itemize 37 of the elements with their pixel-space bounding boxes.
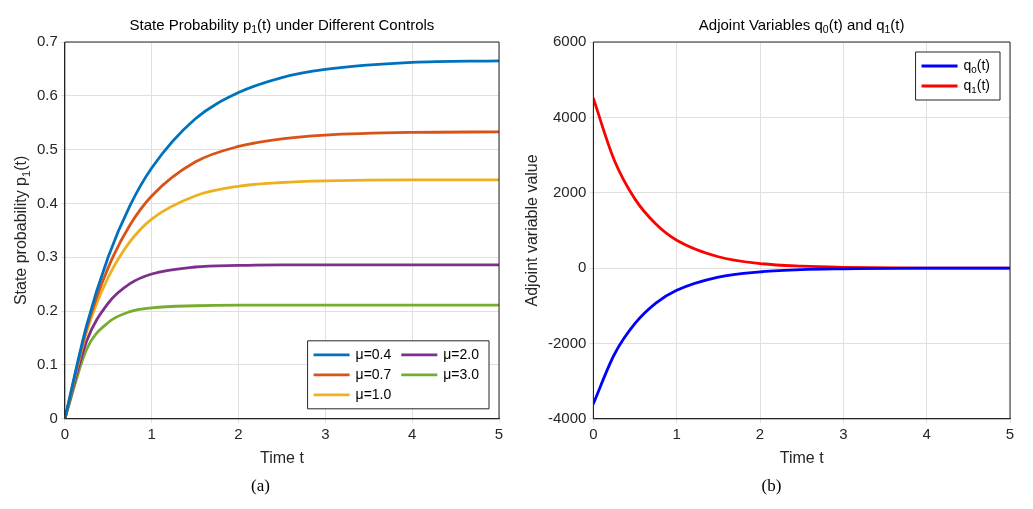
- x-axis-title: Time t: [260, 448, 305, 466]
- x-tick-label: 0: [60, 424, 70, 442]
- y-axis-title: State probability p1(t): [12, 155, 32, 306]
- legend-label: μ=2.0: [443, 345, 480, 362]
- y-tick-label: 0.1: [36, 355, 58, 373]
- legend-label: μ=3.0: [443, 365, 480, 382]
- x-tick-label: 5: [494, 424, 504, 442]
- x-tick-label: 3: [839, 424, 848, 442]
- y-tick-label: 0.5: [36, 139, 58, 157]
- y-tick-label: 6000: [552, 32, 587, 50]
- y-axis-title: Adjoint variable value: [523, 154, 541, 307]
- text: (b): [760, 476, 783, 496]
- legend-label: μ=0.7: [355, 365, 392, 382]
- x-tick-label: 2: [234, 424, 243, 442]
- y-tick-label: -4000: [547, 408, 587, 426]
- y-tick-label: 0.7: [36, 32, 58, 50]
- legend-label: μ=0.4: [355, 345, 392, 362]
- x-tick-label: 1: [147, 424, 156, 442]
- x-tick-label: 4: [408, 424, 417, 442]
- x-tick-label: 0: [589, 424, 598, 442]
- y-tick-label: 2000: [552, 182, 587, 200]
- y-tick-label: -2000: [547, 333, 587, 351]
- y-tick-label: 0: [49, 408, 58, 426]
- y-tick-label: 0: [578, 258, 587, 276]
- legend-label: μ=1.0: [355, 385, 392, 402]
- x-tick-label: 3: [321, 424, 330, 442]
- y-tick-label: 4000: [552, 107, 587, 125]
- text: (a): [250, 476, 271, 496]
- x-tick-label: 5: [1005, 424, 1015, 442]
- y-tick-label: 0.3: [36, 247, 58, 265]
- x-tick-label: 2: [755, 424, 765, 442]
- x-tick-label: 1: [672, 424, 681, 442]
- y-tick-label: 0.6: [36, 85, 58, 103]
- x-axis-title: Time t: [779, 448, 825, 466]
- y-tick-label: 0.2: [36, 301, 58, 319]
- y-tick-label: 0.4: [36, 193, 58, 211]
- x-tick-label: 4: [922, 424, 931, 442]
